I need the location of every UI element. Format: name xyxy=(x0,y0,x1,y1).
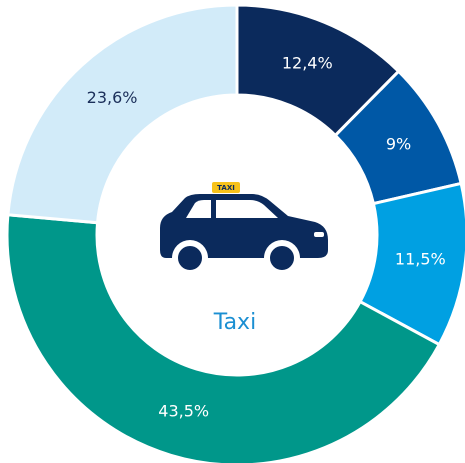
car-window xyxy=(186,200,211,218)
slice-label: 11,5% xyxy=(395,249,446,268)
slice xyxy=(6,3,239,225)
taxi-sign-text: TAXI xyxy=(217,184,235,192)
slice-label: 9% xyxy=(386,134,411,153)
slice-label: 23,6% xyxy=(87,88,138,107)
slice-label: 43,5% xyxy=(158,402,209,421)
car-wheel xyxy=(174,242,206,274)
car-light xyxy=(314,232,324,237)
taxi-icon: TAXI xyxy=(160,182,328,274)
taxi-sign xyxy=(212,182,240,193)
center-label: Taxi xyxy=(213,310,256,335)
slice xyxy=(5,213,442,463)
car-wheel xyxy=(266,242,298,274)
slice-label: 12,4% xyxy=(282,53,333,72)
car-window xyxy=(216,200,278,218)
